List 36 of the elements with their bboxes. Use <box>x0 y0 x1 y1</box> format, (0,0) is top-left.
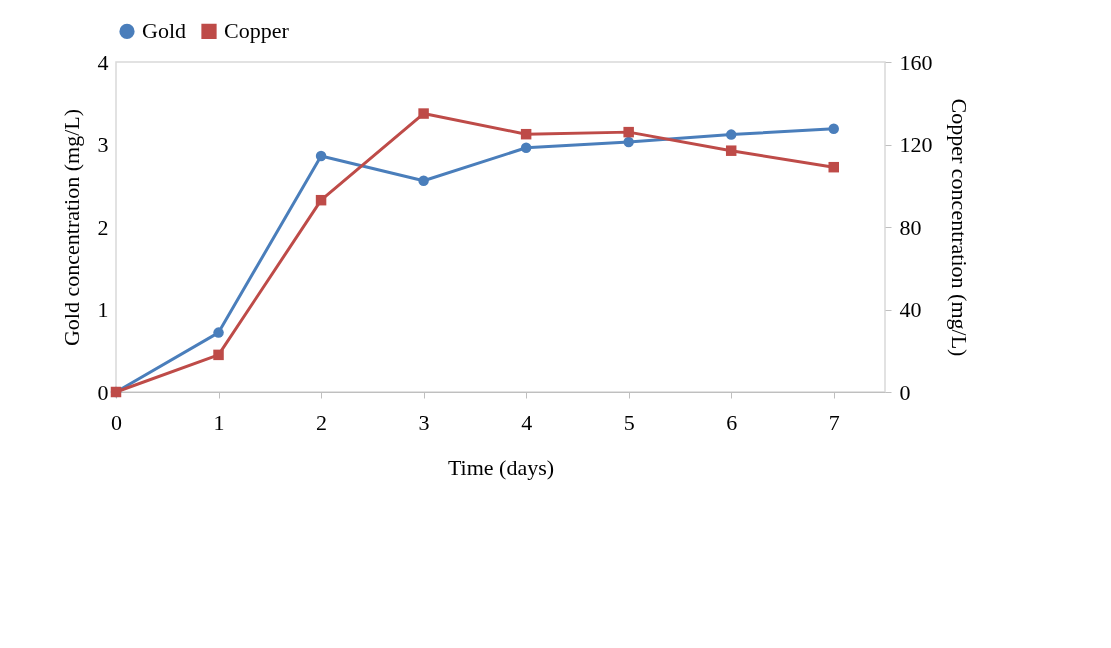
point <box>213 349 224 361</box>
x-tick-label: 3 <box>418 409 430 435</box>
point <box>725 145 737 156</box>
point <box>623 136 634 148</box>
y-tick-label: 4 <box>97 49 109 75</box>
y-tick-label: 0 <box>97 379 109 405</box>
y2-tick-label: 160 <box>899 49 933 75</box>
y-tick-label: 3 <box>97 132 109 157</box>
point <box>213 327 224 338</box>
y-axis-title: Gold concentration (mg/L) <box>58 108 84 347</box>
point <box>828 161 839 173</box>
y-tick-label: 1 <box>97 297 109 322</box>
y2-tick-label: 80 <box>899 214 922 240</box>
x-tick-label: 4 <box>521 409 533 435</box>
y-tick-label: 2 <box>97 214 109 240</box>
y2-tick-label: 120 <box>899 132 933 157</box>
point <box>623 126 634 138</box>
x-tick-label: 5 <box>623 409 635 435</box>
point <box>418 108 429 119</box>
point <box>520 142 532 154</box>
point <box>828 123 839 135</box>
point <box>520 128 532 140</box>
legend-label: Gold <box>142 18 186 44</box>
x-tick-label: 7 <box>828 409 840 435</box>
x-tick-label: 1 <box>213 409 225 435</box>
point <box>418 175 429 187</box>
x-tick-label: 6 <box>726 409 738 435</box>
y2-tick-label: 0 <box>899 379 911 405</box>
point <box>315 150 327 162</box>
legend-label: Copper <box>224 18 290 44</box>
x-axis-title: Time (days) <box>447 454 555 480</box>
point <box>315 194 327 206</box>
x-tick-label: 2 <box>316 409 328 435</box>
point <box>725 129 737 140</box>
y2-tick-label: 40 <box>899 297 922 322</box>
y2-axis-title: Copper concentration (mg/L) <box>946 98 972 357</box>
